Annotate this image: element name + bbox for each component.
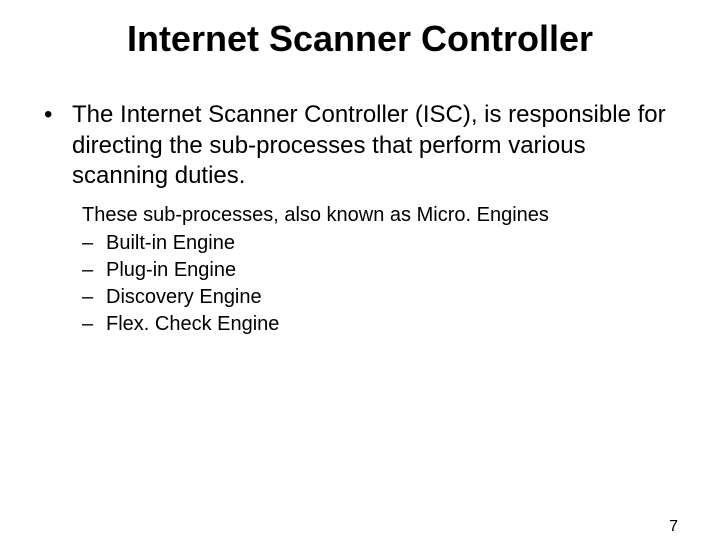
sub-item-text: Plug-in Engine xyxy=(106,257,678,284)
bullet-level2: – Flex. Check Engine xyxy=(82,311,678,338)
slide-title: Internet Scanner Controller xyxy=(0,18,720,60)
bullet-level2: – Built-in Engine xyxy=(82,230,678,257)
dash-marker-icon: – xyxy=(82,311,106,338)
bullet-marker-icon: • xyxy=(42,100,72,192)
bullet-level1: • The Internet Scanner Controller (ISC),… xyxy=(42,100,678,192)
slide: Internet Scanner Controller • The Intern… xyxy=(0,18,720,540)
dash-marker-icon: – xyxy=(82,230,106,257)
bullet-level2: – Discovery Engine xyxy=(82,284,678,311)
dash-marker-icon: – xyxy=(82,257,106,284)
bullet-level2: – Plug-in Engine xyxy=(82,257,678,284)
slide-body: • The Internet Scanner Controller (ISC),… xyxy=(0,100,720,338)
sub-intro-text: These sub-processes, also known as Micro… xyxy=(82,202,678,228)
page-number: 7 xyxy=(669,518,678,536)
sub-item-text: Discovery Engine xyxy=(106,284,678,311)
bullet-text: The Internet Scanner Controller (ISC), i… xyxy=(72,100,678,192)
dash-marker-icon: – xyxy=(82,284,106,311)
sub-item-text: Flex. Check Engine xyxy=(106,311,678,338)
sub-item-text: Built-in Engine xyxy=(106,230,678,257)
